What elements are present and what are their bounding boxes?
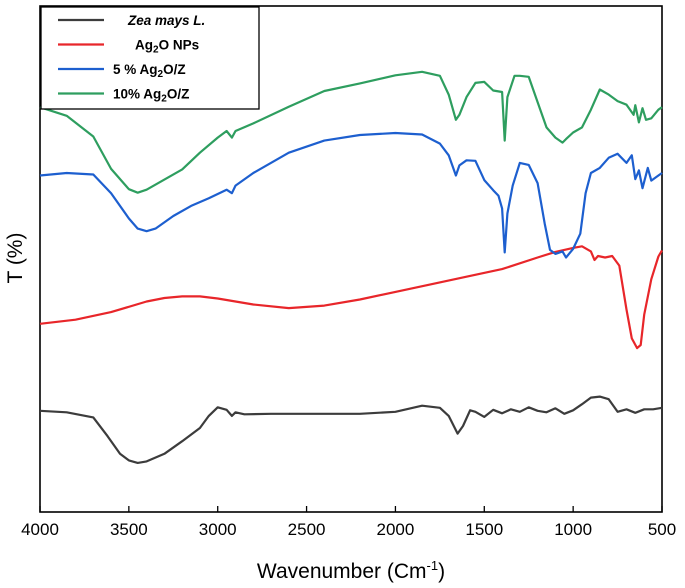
- legend-label-3: 10% Ag2O/Z: [113, 87, 189, 105]
- x-axis-label: Wavenumber (Cm-1): [257, 558, 445, 583]
- series-line-2: [39, 131, 663, 259]
- y-axis-label: T (%): [4, 233, 27, 284]
- x-tick-label-1000: 1000: [554, 520, 592, 539]
- x-axis: 4000 3500 3000 2500 2000 1500 1000 500: [21, 506, 676, 539]
- series-layer: [39, 70, 663, 464]
- legend-box: [40, 6, 260, 110]
- series-line-0: [39, 395, 663, 464]
- x-tick-label-2000: 2000: [377, 520, 415, 539]
- x-axis-label-main: Wavenumber (Cm: [257, 560, 427, 583]
- legend-label-2: 5 % Ag2O/Z: [113, 62, 186, 80]
- plot-frame: [39, 5, 663, 513]
- x-axis-label-suffix: ): [438, 560, 445, 583]
- legend-label-0: Zea mays L.: [127, 13, 205, 28]
- legend-entries: Zea mays L. Ag2O NPs 5 % Ag2O/Z 10% Ag2O/Z: [58, 13, 205, 105]
- legend-label-1: Ag2O NPs: [135, 38, 199, 56]
- x-tick-label-3000: 3000: [199, 520, 237, 539]
- series-line-1: [39, 245, 663, 350]
- x-tick-label-4000: 4000: [21, 520, 59, 539]
- x-axis-label-superscript: -1: [427, 558, 439, 573]
- x-tick-label-1500: 1500: [465, 520, 503, 539]
- series-line-3: [39, 70, 663, 194]
- chart-legend: Zea mays L. Ag2O NPs 5 % Ag2O/Z 10% Ag2O/Z: [40, 6, 260, 110]
- x-tick-label-2500: 2500: [288, 520, 326, 539]
- x-tick-label-3500: 3500: [110, 520, 148, 539]
- x-tick-label-500: 500: [648, 520, 676, 539]
